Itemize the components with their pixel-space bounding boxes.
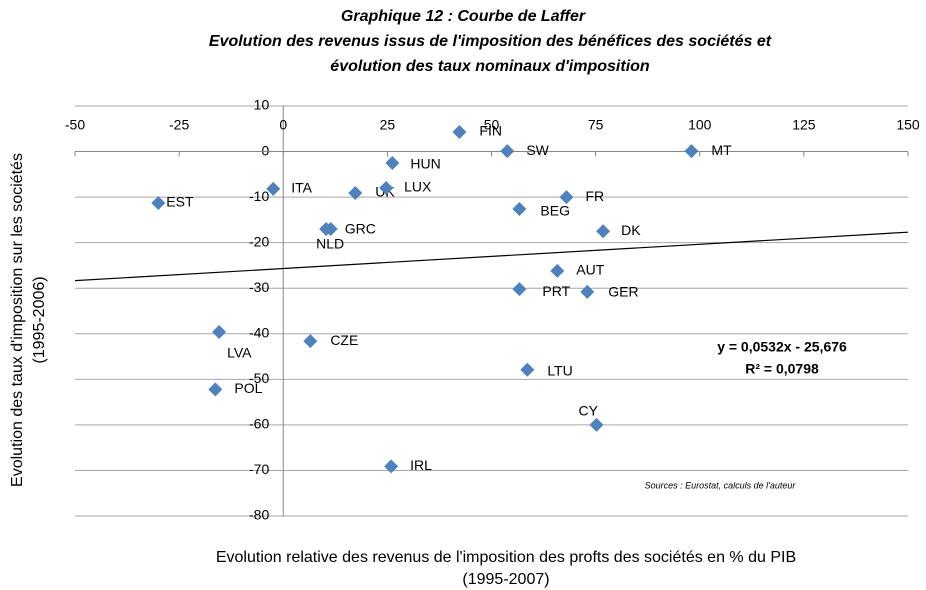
- y-axis-label: Evolution des taux d'imposition sur les …: [9, 153, 26, 487]
- point-label: POL: [234, 380, 262, 396]
- scatter-point: [385, 155, 400, 170]
- scatter-point: [512, 201, 527, 216]
- chart-title: Graphique 12 : Courbe de Laffer: [341, 8, 586, 25]
- point-label: FIN: [479, 123, 502, 139]
- y-tick-label: -40: [249, 324, 269, 340]
- point-label: HUN: [410, 156, 440, 172]
- x-tick-label: 25: [380, 116, 396, 132]
- point-label: MT: [711, 142, 732, 158]
- scatter-point: [303, 334, 318, 349]
- point-label: PRT: [542, 283, 570, 299]
- source-note: Sources : Eurostat, calculs de l'auteur: [645, 480, 797, 490]
- scatter-point: [500, 144, 515, 159]
- point-label: AUT: [576, 262, 604, 278]
- point-label: IRL: [410, 457, 432, 473]
- x-tick-label: 0: [279, 116, 287, 132]
- point-label: GER: [608, 284, 638, 300]
- scatter-point: [212, 324, 227, 339]
- y-tick-label: -70: [249, 461, 269, 477]
- point-label: CZE: [330, 332, 358, 348]
- scatter-point: [596, 224, 611, 239]
- chart-title: Evolution des revenus issus de l'imposit…: [209, 33, 772, 50]
- y-axis-label: (1995-2006): [31, 276, 48, 363]
- scatter-point: [208, 382, 223, 397]
- x-tick-label: -25: [169, 116, 189, 132]
- scatter-point: [384, 459, 399, 474]
- point-label: ITA: [291, 180, 312, 196]
- x-tick-label: 125: [792, 116, 816, 132]
- x-tick-label: 50: [484, 116, 500, 132]
- point-label: LUX: [404, 179, 432, 195]
- y-tick-label: -60: [249, 416, 269, 432]
- scatter-point: [319, 222, 334, 236]
- scatter-point: [348, 186, 363, 201]
- scatter-point: [452, 124, 467, 139]
- x-tick-label: 100: [688, 116, 712, 132]
- scatter-point: [589, 417, 604, 432]
- point-label: GRC: [345, 221, 376, 237]
- point-label: LVA: [227, 345, 252, 361]
- y-tick-label: -10: [249, 188, 269, 204]
- point-label: EST: [166, 194, 194, 210]
- scatter-point: [684, 144, 699, 159]
- point-label: NLD: [316, 236, 344, 252]
- x-axis-label: (1995-2007): [462, 571, 549, 588]
- point-label: SW: [526, 142, 549, 158]
- y-tick-label: 10: [254, 97, 270, 113]
- point-label: BEG: [540, 203, 570, 219]
- point-label: DK: [621, 222, 641, 238]
- scatter-point: [559, 190, 574, 205]
- x-tick-label: 75: [588, 116, 604, 132]
- point-label: CY: [578, 403, 598, 419]
- y-tick-label: -80: [249, 507, 269, 523]
- point-label: LTU: [547, 362, 572, 378]
- chart-title: évolution des taux nominaux d'imposition: [330, 58, 650, 75]
- trendline: [74, 231, 909, 282]
- scatter-point: [580, 284, 595, 299]
- scatter-point: [151, 196, 166, 211]
- scatter-point: [379, 181, 394, 195]
- trend-r2: R² = 0,0798: [745, 361, 819, 377]
- point-label: FR: [585, 188, 604, 204]
- scatter-point: [520, 362, 535, 377]
- trend-equation: y = 0,0532x - 25,676: [717, 339, 847, 355]
- x-tick-label: 150: [896, 116, 920, 132]
- y-tick-label: 0: [261, 142, 269, 158]
- y-tick-label: -30: [249, 279, 269, 295]
- scatter-point: [550, 263, 565, 278]
- x-tick-label: -50: [65, 116, 85, 132]
- y-tick-label: -20: [249, 233, 269, 249]
- scatter-point: [266, 181, 281, 196]
- scatter-point: [512, 282, 527, 297]
- x-axis-label: Evolution relative des revenus de l'impo…: [216, 549, 796, 566]
- y-tick-label: -50: [249, 370, 269, 386]
